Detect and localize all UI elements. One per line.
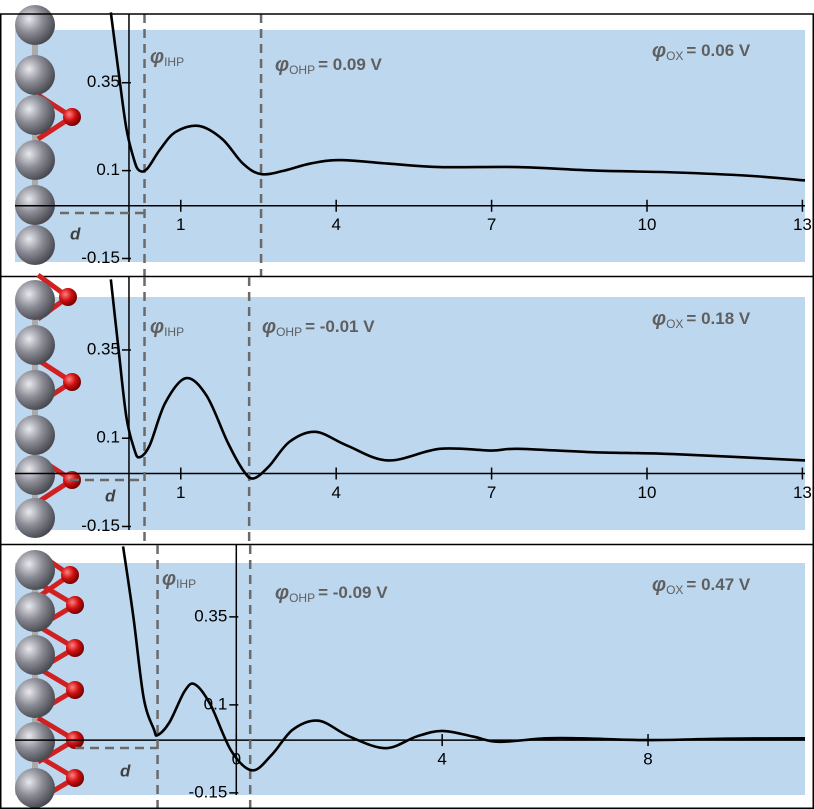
phi: φ [262, 316, 276, 338]
y-tick-label: 0.35 [87, 72, 120, 91]
potential-value: = 0.09 V [318, 55, 382, 74]
subscript: OHP [289, 63, 315, 77]
metal-atom [15, 592, 55, 632]
y-tick-label: 0.1 [96, 160, 120, 179]
potential-value: = 0.18 V [686, 309, 750, 328]
x-tick-label: 1 [176, 483, 185, 502]
phi: φ [150, 316, 164, 338]
y-tick-label: 0.1 [96, 428, 120, 447]
metal-atom [15, 140, 55, 180]
x-tick-label: 4 [331, 483, 340, 502]
oxygen-atom [59, 288, 77, 306]
subscript: OX [666, 49, 683, 63]
phi: φ [150, 46, 164, 68]
subscript: IHP [176, 577, 196, 591]
x-tick-label: 7 [487, 215, 496, 234]
metal-atom [15, 635, 55, 675]
metal-atom [15, 185, 55, 225]
y-tick-label: 0.35 [194, 606, 227, 625]
subscript: IHP [164, 325, 184, 339]
x-tick-label: 10 [638, 483, 657, 502]
metal-atom [15, 415, 55, 455]
x-tick-label: 13 [793, 483, 812, 502]
x-tick-label: 8 [643, 750, 652, 769]
phi: φ [652, 574, 666, 596]
distance-label: d [120, 761, 131, 780]
metal-atom [15, 95, 55, 135]
metal-atom [15, 498, 55, 538]
potential-value: = 0.06 V [686, 41, 750, 60]
subscript: IHP [164, 55, 184, 69]
phi: φ [275, 582, 289, 604]
oxygen-atom [66, 639, 84, 657]
potential-value: = -0.09 V [318, 583, 388, 602]
phi: φ [162, 568, 176, 590]
plot-background [15, 297, 805, 530]
x-tick-label: 7 [487, 483, 496, 502]
oxygen-atom [66, 769, 84, 787]
metal-atom [15, 678, 55, 718]
potential-value: = 0.47 V [686, 575, 750, 594]
metal-atom [15, 370, 55, 410]
y-tick-label: 0.35 [87, 339, 120, 358]
x-tick-label: 4 [437, 750, 446, 769]
oxygen-atom [63, 108, 81, 126]
chart: 14710130.350.1-0.15dφIHPφOHP= 0.09 VφOX=… [0, 0, 814, 809]
x-tick-label: 10 [638, 215, 657, 234]
subscript: OHP [276, 325, 302, 339]
metal-atom [15, 722, 55, 762]
plot-background [15, 563, 805, 795]
oxygen-atom [66, 681, 84, 699]
oxygen-atom [66, 596, 84, 614]
oxygen-atom [63, 373, 81, 391]
y-tick-label: -0.15 [81, 248, 120, 267]
plot-background [15, 30, 805, 262]
metal-atom [15, 280, 55, 320]
x-tick-label: 1 [176, 215, 185, 234]
potential-value: = -0.01 V [305, 317, 375, 336]
metal-atom [15, 5, 55, 45]
x-tick-label: 4 [331, 215, 340, 234]
phi: φ [652, 308, 666, 330]
x-tick-label: 13 [793, 215, 812, 234]
page: 14710130.350.1-0.15dφIHPφOHP= 0.09 VφOX=… [0, 0, 814, 809]
metal-atom [15, 325, 55, 365]
subscript: OHP [289, 591, 315, 605]
y-tick-label: -0.15 [81, 516, 120, 535]
distance-label: d [105, 486, 116, 505]
metal-atom [15, 768, 55, 808]
metal-atom [15, 225, 55, 265]
phi: φ [275, 54, 289, 76]
subscript: OX [666, 317, 683, 331]
metal-atom [15, 550, 55, 590]
subscript: OX [666, 583, 683, 597]
distance-label: d [70, 224, 81, 243]
phi: φ [652, 40, 666, 62]
metal-atom [15, 455, 55, 495]
oxygen-atom [61, 566, 79, 584]
y-tick-label: -0.15 [189, 782, 228, 801]
metal-atom [15, 55, 55, 95]
